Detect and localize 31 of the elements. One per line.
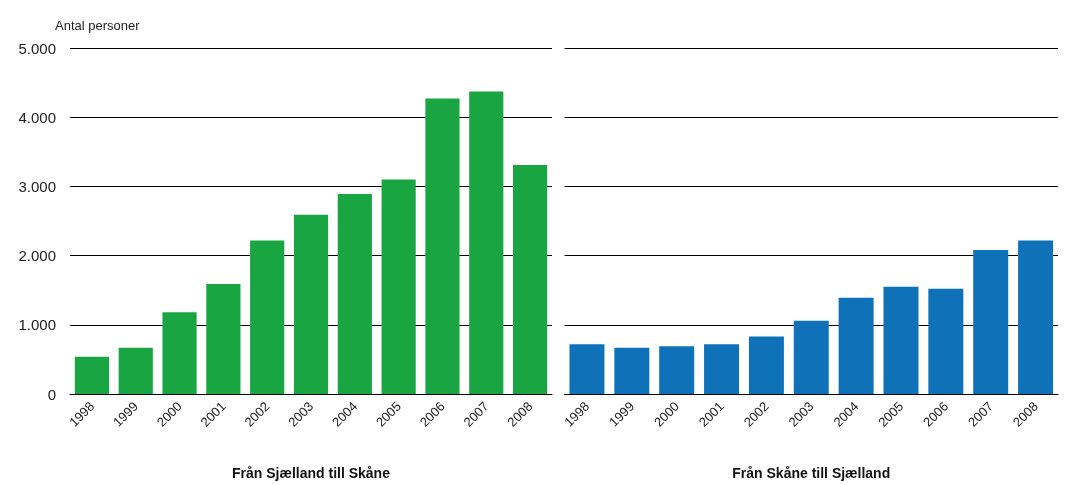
y-tick-label: 1.000	[18, 316, 56, 334]
bar	[614, 347, 650, 394]
bar	[748, 336, 784, 394]
bar	[118, 347, 153, 394]
bar	[793, 320, 829, 394]
bar	[162, 312, 197, 394]
bar	[838, 297, 874, 394]
bar	[1018, 240, 1054, 394]
x-axis-title: Från Sjælland till Skåne	[232, 465, 391, 481]
bar	[293, 214, 329, 394]
bar	[883, 286, 919, 394]
bar	[973, 250, 1009, 394]
x-axis-title: Från Skåne till Sjælland	[732, 465, 891, 481]
bar	[469, 91, 504, 394]
bar	[659, 346, 695, 394]
bar	[250, 240, 285, 394]
bar	[513, 164, 548, 394]
bar	[704, 344, 740, 394]
bar	[569, 344, 605, 394]
bar	[337, 194, 372, 394]
y-tick-label: 5.000	[18, 39, 56, 57]
y-axis-title: Antal personer	[55, 18, 141, 33]
bar	[928, 288, 964, 394]
y-tick-label: 3.000	[18, 177, 56, 195]
bar	[425, 98, 460, 394]
bar	[206, 283, 241, 394]
y-tick-label: 2.000	[18, 247, 56, 265]
bar	[74, 356, 109, 394]
y-tick-label: 0	[47, 385, 56, 403]
y-tick-label: 4.000	[18, 108, 56, 126]
bar	[381, 179, 416, 394]
